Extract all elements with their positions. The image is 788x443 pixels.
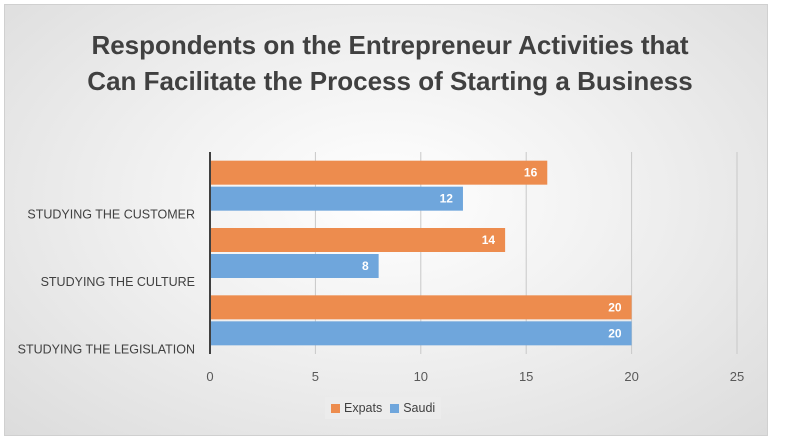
data-label: 20: [608, 300, 622, 314]
x-tick-label: 20: [624, 369, 638, 384]
bar-expats: [210, 228, 506, 252]
legend-item-expats: Expats: [331, 401, 382, 415]
x-tick-label: 5: [312, 369, 319, 384]
bar-saudi: [210, 186, 463, 211]
legend-label: Expats: [344, 401, 383, 415]
x-tick-label: 10: [414, 369, 428, 384]
chart-title: Respondents on the Entrepreneur Activiti…: [87, 30, 693, 96]
legend: Expats Saudi: [325, 397, 442, 419]
legend-item-saudi: Saudi: [390, 401, 435, 415]
bar-expats: [210, 295, 632, 320]
x-tick-label: 15: [519, 369, 533, 384]
data-label: 16: [524, 166, 538, 180]
category-label: STUDYING THE CUSTOMER: [27, 208, 195, 222]
data-label: 20: [608, 326, 622, 340]
bar-saudi: [210, 321, 632, 346]
category-label: STUDYING THE CULTURE: [41, 275, 195, 289]
bar-expats: [210, 160, 548, 185]
legend-swatch: [331, 403, 340, 413]
chart-area: Respondents on the Entrepreneur Activiti…: [4, 4, 768, 436]
x-tick-label: 25: [730, 369, 744, 384]
data-label: 8: [362, 259, 369, 273]
category-label: STUDYING THE LEGISLATION: [18, 342, 195, 356]
bar-saudi: [210, 254, 379, 278]
x-tick-label: 0: [206, 369, 213, 384]
data-label: 14: [482, 233, 496, 247]
legend-swatch: [390, 403, 400, 413]
data-label: 12: [440, 192, 454, 206]
legend-label: Saudi: [403, 401, 436, 415]
